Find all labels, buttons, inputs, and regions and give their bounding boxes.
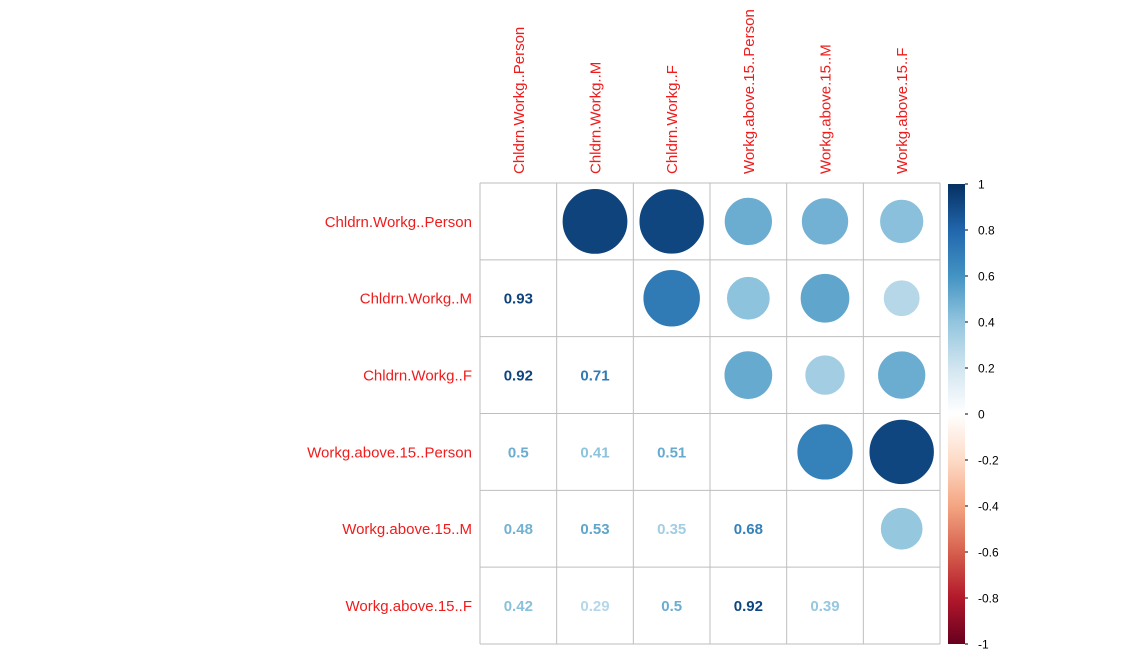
colorbar-gradient: [948, 184, 965, 644]
column-labels: Chldrn.Workg..Person Chldrn.Workg..M Chldr…: [511, 9, 911, 174]
correlation-circle: [796, 423, 854, 481]
correlation-circle: [882, 279, 921, 317]
correlation-circle: [879, 198, 925, 244]
column-label: Workg.above.15..Person: [741, 9, 758, 174]
correlation-value: 0.68: [734, 521, 763, 538]
colorbar-tick-label: 0: [978, 408, 985, 422]
row-label: Chldrn.Workg..F: [363, 368, 472, 385]
correlation-value: 0.35: [657, 521, 686, 538]
correlation-value: 0.71: [580, 368, 609, 385]
correlation-circle: [723, 350, 774, 400]
matrix-cells: 0.93 0.92 0.71 0.5 0.41 0.51 0.48 0.53 0.35 0.68 0…: [504, 188, 935, 615]
correlation-circle: [880, 507, 924, 551]
correlation-value: 0.53: [580, 521, 609, 538]
correlation-value: 0.42: [504, 598, 533, 615]
colorbar-tick-label: -0.8: [978, 592, 999, 606]
correlation-value: 0.29: [580, 598, 609, 615]
row-labels: Chldrn.Workg..Person Chldrn.Workg..M Chldr…: [307, 214, 472, 615]
matrix-grid: [479, 182, 941, 645]
color-legend: 1 0.8 0.6 0.4 0.2 0 -0.2 -0.4 -0.6 -0.8 -1: [948, 178, 999, 652]
correlation-value: 0.51: [657, 444, 686, 461]
column-label: Chldrn.Workg..M: [588, 62, 605, 174]
colorbar-tick-label: -1: [978, 638, 989, 652]
column-label: Workg.above.15..F: [894, 48, 911, 174]
colorbar-tick-label: 1: [978, 178, 985, 192]
row-label: Workg.above.15..Person: [307, 444, 472, 461]
colorbar-tick-label: -0.2: [978, 454, 999, 468]
correlation-circle: [799, 273, 851, 324]
column-label: Chldrn.Workg..F: [664, 65, 681, 174]
row-label: Chldrn.Workg..Person: [325, 214, 472, 231]
colorbar-tick-label: 0.4: [978, 316, 995, 330]
correlation-circle: [723, 196, 773, 246]
correlation-value: 0.48: [504, 521, 533, 538]
correlation-value: 0.5: [508, 444, 529, 461]
colorbar-tick-label: -0.4: [978, 500, 999, 514]
correlation-circle: [726, 276, 771, 321]
column-label: Workg.above.15..M: [818, 44, 835, 174]
correlation-value: 0.92: [504, 368, 533, 385]
correlation-circle: [804, 354, 846, 396]
correlation-circle: [868, 418, 935, 485]
colorbar-tick-label: 0.8: [978, 224, 995, 238]
colorbar-tick-label: 0.6: [978, 270, 995, 284]
correlation-circle: [642, 269, 701, 328]
correlation-value: 0.41: [580, 444, 609, 461]
correlation-circle: [877, 350, 927, 400]
column-label: Chldrn.Workg..Person: [511, 27, 528, 174]
correlation-value: 0.5: [661, 598, 682, 615]
correlation-value: 0.39: [810, 598, 839, 615]
row-label: Workg.above.15..F: [346, 598, 472, 615]
colorbar-tick-label: 0.2: [978, 362, 995, 376]
correlation-circle: [561, 188, 629, 255]
correlation-value: 0.93: [504, 291, 533, 308]
row-label: Chldrn.Workg..M: [360, 291, 472, 308]
correlation-circle: [801, 197, 849, 246]
row-label: Workg.above.15..M: [342, 521, 472, 538]
colorbar-tick-label: -0.6: [978, 546, 999, 560]
correlation-circle: [638, 188, 705, 255]
correlation-value: 0.92: [734, 598, 763, 615]
